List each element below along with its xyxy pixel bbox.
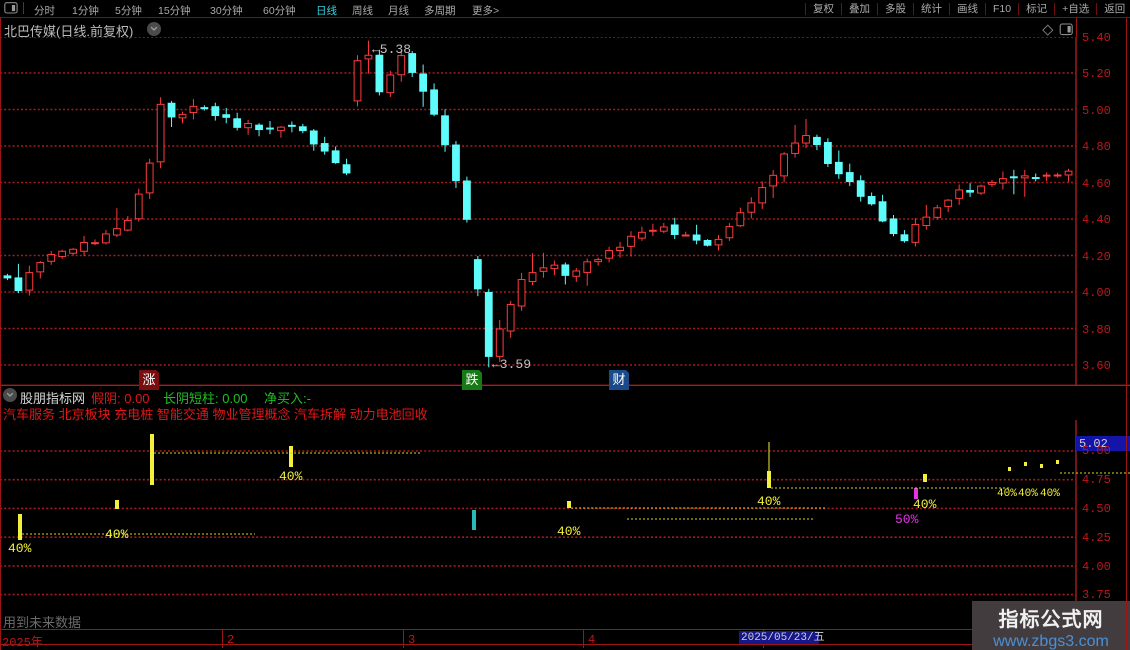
svg-text:40%: 40% <box>1018 488 1038 500</box>
svg-text:40%: 40% <box>997 488 1017 500</box>
svg-text:40%: 40% <box>1040 488 1060 500</box>
svg-text:40%: 40% <box>757 494 781 509</box>
svg-text:40%: 40% <box>105 527 129 542</box>
svg-text:40%: 40% <box>913 497 937 512</box>
svg-text:40%: 40% <box>557 524 581 539</box>
svg-text:40%: 40% <box>8 541 32 556</box>
svg-text:50%: 50% <box>895 512 919 527</box>
svg-text:40%: 40% <box>279 469 303 484</box>
